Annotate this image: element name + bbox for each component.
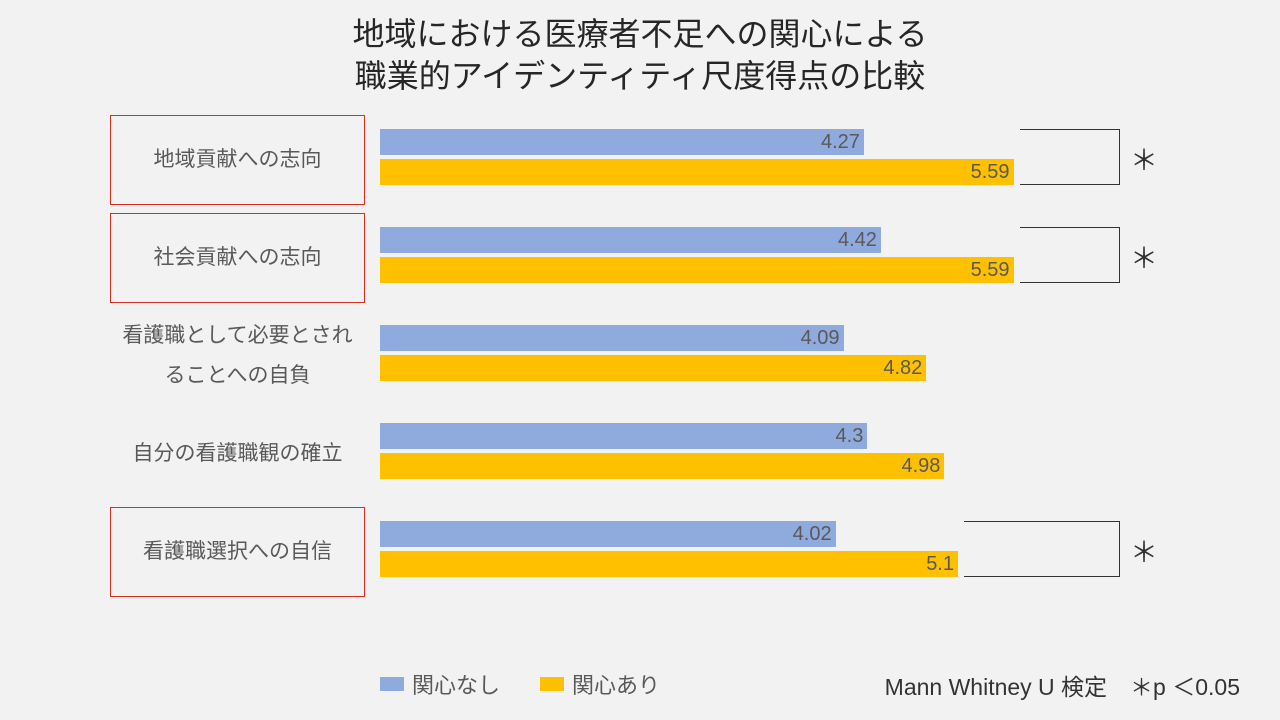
- bar-fill: [380, 325, 844, 351]
- chart-row: 自分の看護職観の確立 4.3 4.98: [110, 409, 1170, 499]
- legend-item-ari: 関心あり: [540, 668, 660, 700]
- bar-value: 5.59: [971, 159, 1010, 185]
- bar-value: 4.3: [836, 423, 864, 449]
- significance-star: ＊: [1130, 531, 1158, 571]
- chart-row: 社会貢献への志向 4.42 5.59 ＊: [110, 213, 1170, 303]
- bar-fill: [380, 453, 944, 479]
- footnote: Mann Whitney U 検定 ＊p ＜0.05: [885, 668, 1240, 702]
- bar-value: 4.27: [821, 129, 860, 155]
- chart-title: 地域における医療者不足への関心による 職業的アイデンティティ尺度得点の比較: [0, 0, 1280, 97]
- category-label: 自分の看護職観の確立: [110, 409, 365, 499]
- bar: 4.27: [380, 129, 1060, 155]
- bar-fill: [380, 129, 864, 155]
- bar-group: 4.27 5.59: [380, 129, 1060, 189]
- bar-value: 4.42: [838, 227, 877, 253]
- bar-fill: [380, 227, 881, 253]
- chart-row: 看護職選択への自信 4.02 5.1 ＊: [110, 507, 1170, 597]
- bar-group: 4.02 5.1: [380, 521, 1060, 581]
- category-label: 看護職選択への自信: [110, 507, 365, 597]
- bar-group: 4.42 5.59: [380, 227, 1060, 287]
- bar-fill: [380, 521, 836, 547]
- legend-swatch-ari: [540, 677, 564, 691]
- bar-fill: [380, 423, 867, 449]
- category-label: 地域貢献への志向: [110, 115, 365, 205]
- bar: 5.59: [380, 257, 1060, 283]
- significance-bracket: [964, 521, 1120, 577]
- title-line-1: 地域における医療者不足への関心による: [352, 16, 927, 52]
- legend-item-nashi: 関心なし: [380, 668, 500, 700]
- bar-fill: [380, 355, 926, 381]
- bar-group: 4.09 4.82: [380, 325, 1060, 385]
- chart-area: 地域貢献への志向 4.27 5.59 ＊ 社会貢献への志向 4.42 5.59 ＊ 看護職として…: [110, 115, 1170, 635]
- bar: 5.59: [380, 159, 1060, 185]
- legend-swatch-nashi: [380, 677, 404, 691]
- significance-star: ＊: [1130, 237, 1158, 277]
- bar-value: 4.09: [801, 325, 840, 351]
- significance-bracket: [1020, 227, 1120, 283]
- bar: 4.42: [380, 227, 1060, 253]
- bar-value: 5.1: [926, 551, 954, 577]
- bar-value: 5.59: [971, 257, 1010, 283]
- significance-bracket: [1020, 129, 1120, 185]
- title-line-2: 職業的アイデンティティ尺度得点の比較: [355, 58, 926, 94]
- bar: 5.1: [380, 551, 1060, 577]
- legend-label-ari: 関心あり: [572, 668, 660, 700]
- bar-value: 4.02: [793, 521, 832, 547]
- bar-fill: [380, 257, 1014, 283]
- bar: 4.82: [380, 355, 1060, 381]
- bar-fill: [380, 551, 958, 577]
- bar-value: 4.98: [901, 453, 940, 479]
- category-label: 看護職として必要とされることへの自負: [110, 311, 365, 401]
- category-label: 社会貢献への志向: [110, 213, 365, 303]
- bar: 4.02: [380, 521, 1060, 547]
- bar-fill: [380, 159, 1014, 185]
- chart-row: 地域貢献への志向 4.27 5.59 ＊: [110, 115, 1170, 205]
- chart-row: 看護職として必要とされることへの自負 4.09 4.82: [110, 311, 1170, 401]
- significance-star: ＊: [1130, 139, 1158, 179]
- bar: 4.09: [380, 325, 1060, 351]
- bar: 4.98: [380, 453, 1060, 479]
- legend: 関心なし 関心あり: [380, 668, 660, 700]
- bar-group: 4.3 4.98: [380, 423, 1060, 483]
- bar: 4.3: [380, 423, 1060, 449]
- legend-label-nashi: 関心なし: [412, 668, 500, 700]
- bar-value: 4.82: [883, 355, 922, 381]
